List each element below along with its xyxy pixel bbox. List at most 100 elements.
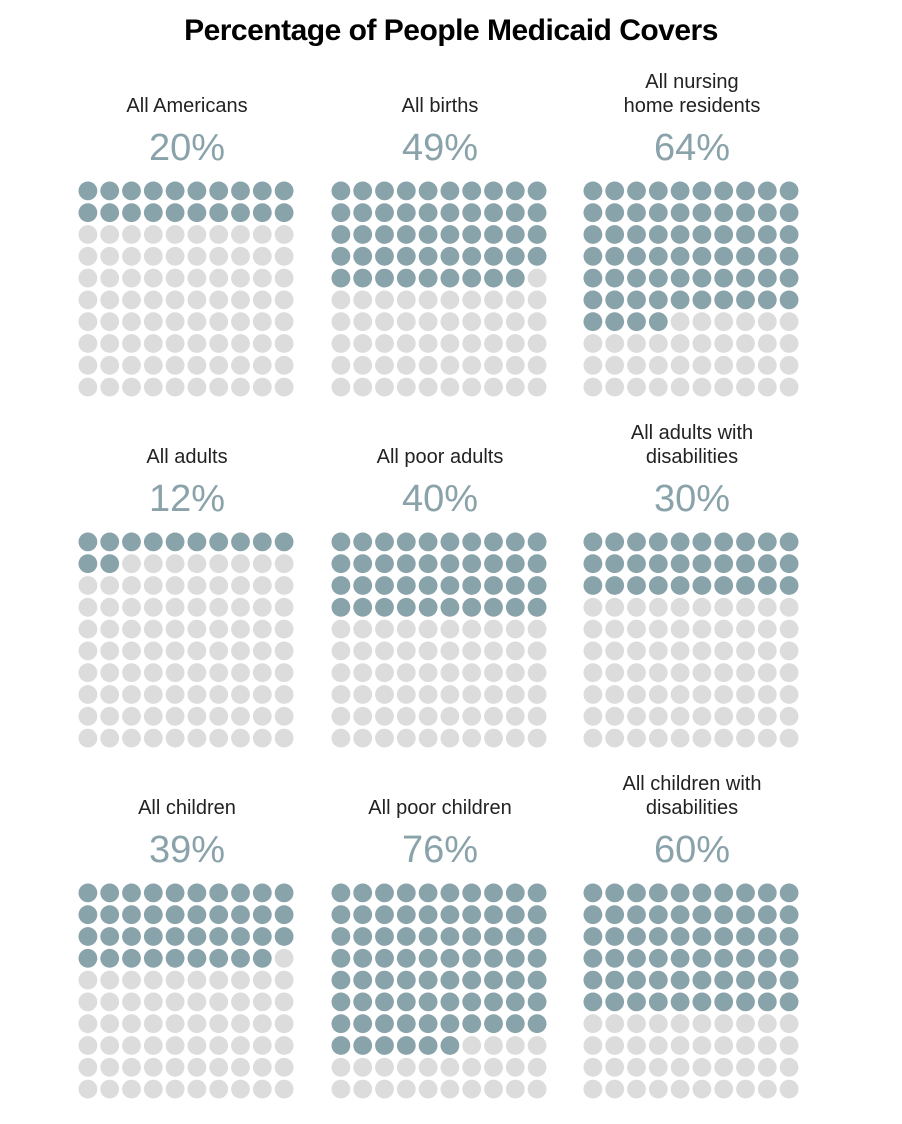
uncovered-dot bbox=[648, 663, 668, 683]
panel-percentage: 12% bbox=[148, 478, 226, 520]
covered-dot bbox=[484, 246, 503, 266]
covered-dot bbox=[505, 268, 525, 288]
uncovered-dot bbox=[353, 619, 373, 639]
uncovered-dot bbox=[605, 334, 625, 353]
uncovered-dot bbox=[757, 706, 777, 726]
uncovered-dot bbox=[122, 312, 141, 332]
covered-dot bbox=[252, 181, 272, 201]
covered-dot bbox=[736, 181, 755, 201]
panel-label: All children with disabilities bbox=[572, 772, 812, 820]
covered-dot bbox=[527, 927, 547, 946]
uncovered-dot bbox=[375, 706, 394, 726]
covered-dot bbox=[78, 181, 98, 201]
uncovered-dot bbox=[627, 1079, 646, 1099]
panel-percentage: 60% bbox=[653, 829, 731, 871]
covered-dot bbox=[440, 1014, 460, 1034]
covered-dot bbox=[396, 576, 416, 595]
uncovered-dot bbox=[714, 619, 734, 639]
uncovered-dot bbox=[462, 1079, 482, 1099]
uncovered-dot bbox=[122, 685, 141, 704]
uncovered-dot bbox=[165, 312, 185, 332]
covered-dot bbox=[462, 992, 482, 1012]
covered-dot bbox=[505, 1014, 525, 1034]
covered-dot bbox=[396, 1014, 416, 1034]
uncovered-dot bbox=[527, 290, 547, 310]
uncovered-dot bbox=[143, 225, 163, 244]
covered-dot bbox=[779, 905, 799, 925]
uncovered-dot bbox=[418, 355, 438, 375]
covered-dot bbox=[714, 883, 734, 903]
covered-dot bbox=[143, 181, 163, 201]
covered-dot bbox=[396, 992, 416, 1012]
uncovered-dot bbox=[209, 728, 229, 748]
covered-dot bbox=[331, 992, 351, 1012]
uncovered-dot bbox=[692, 663, 712, 683]
covered-dot bbox=[231, 883, 250, 903]
uncovered-dot bbox=[165, 225, 185, 244]
uncovered-dot bbox=[165, 334, 185, 353]
uncovered-dot bbox=[274, 685, 294, 704]
covered-dot bbox=[418, 268, 438, 288]
covered-dot bbox=[583, 948, 603, 968]
uncovered-dot bbox=[418, 377, 438, 397]
uncovered-dot bbox=[78, 377, 98, 397]
uncovered-dot bbox=[100, 1079, 120, 1099]
uncovered-dot bbox=[484, 706, 503, 726]
covered-dot bbox=[353, 948, 373, 968]
uncovered-dot bbox=[736, 685, 755, 704]
uncovered-dot bbox=[505, 1036, 525, 1055]
covered-dot bbox=[692, 883, 712, 903]
covered-dot bbox=[670, 905, 690, 925]
covered-dot bbox=[353, 181, 373, 201]
uncovered-dot bbox=[353, 377, 373, 397]
uncovered-dot bbox=[231, 706, 250, 726]
uncovered-dot bbox=[692, 334, 712, 353]
uncovered-dot bbox=[714, 1057, 734, 1077]
uncovered-dot bbox=[440, 728, 460, 748]
uncovered-dot bbox=[209, 576, 229, 595]
uncovered-dot bbox=[100, 663, 120, 683]
panel-label-line: All nursing bbox=[645, 71, 739, 93]
uncovered-dot bbox=[527, 663, 547, 683]
uncovered-dot bbox=[122, 225, 141, 244]
covered-dot bbox=[692, 905, 712, 925]
uncovered-dot bbox=[187, 1079, 207, 1099]
covered-dot bbox=[670, 554, 690, 574]
uncovered-dot bbox=[274, 554, 294, 574]
covered-dot bbox=[714, 532, 734, 552]
uncovered-dot bbox=[122, 1079, 141, 1099]
covered-dot bbox=[527, 181, 547, 201]
uncovered-dot bbox=[527, 1036, 547, 1055]
uncovered-dot bbox=[627, 728, 646, 748]
uncovered-dot bbox=[375, 290, 394, 310]
covered-dot bbox=[209, 532, 229, 552]
covered-dot bbox=[484, 992, 503, 1012]
covered-dot bbox=[605, 312, 625, 332]
uncovered-dot bbox=[648, 728, 668, 748]
panel-label: All poor children bbox=[320, 796, 560, 820]
covered-dot bbox=[462, 883, 482, 903]
uncovered-dot bbox=[143, 1079, 163, 1099]
covered-dot bbox=[418, 181, 438, 201]
uncovered-dot bbox=[231, 992, 250, 1012]
uncovered-dot bbox=[252, 225, 272, 244]
uncovered-dot bbox=[757, 1036, 777, 1055]
uncovered-dot bbox=[122, 641, 141, 661]
panel-label: All adults bbox=[67, 445, 307, 469]
covered-dot bbox=[757, 576, 777, 595]
uncovered-dot bbox=[527, 706, 547, 726]
covered-dot bbox=[209, 181, 229, 201]
covered-dot bbox=[670, 290, 690, 310]
uncovered-dot bbox=[583, 1057, 603, 1077]
uncovered-dot bbox=[252, 619, 272, 639]
uncovered-dot bbox=[605, 663, 625, 683]
covered-dot bbox=[692, 532, 712, 552]
covered-dot bbox=[692, 927, 712, 946]
covered-dot bbox=[779, 181, 799, 201]
uncovered-dot bbox=[418, 1079, 438, 1099]
uncovered-dot bbox=[714, 312, 734, 332]
uncovered-dot bbox=[779, 619, 799, 639]
uncovered-dot bbox=[209, 554, 229, 574]
uncovered-dot bbox=[353, 290, 373, 310]
uncovered-dot bbox=[714, 1014, 734, 1034]
